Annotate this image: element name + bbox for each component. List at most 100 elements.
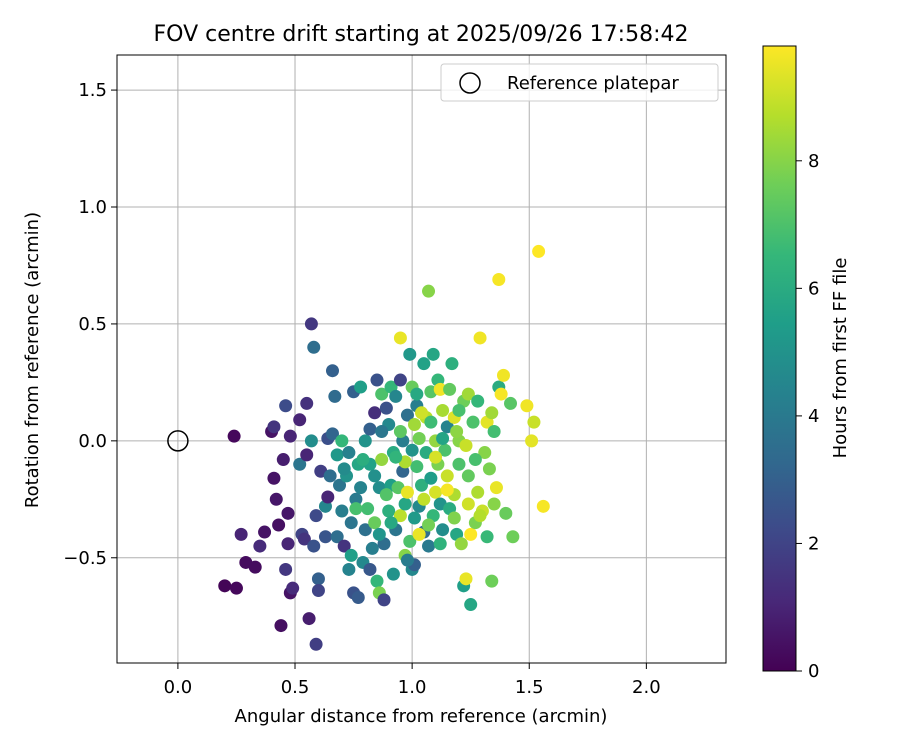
data-point bbox=[248, 560, 262, 574]
data-point bbox=[328, 389, 342, 403]
data-point bbox=[389, 389, 403, 403]
data-point bbox=[354, 380, 368, 394]
data-point bbox=[405, 443, 419, 457]
data-point bbox=[375, 387, 389, 401]
data-point bbox=[536, 499, 550, 513]
colorbar-tick-label: 6 bbox=[808, 278, 819, 299]
data-point bbox=[363, 422, 377, 436]
data-point bbox=[450, 424, 464, 438]
y-tick-label: 0.0 bbox=[78, 431, 107, 452]
data-point bbox=[349, 502, 363, 516]
data-point bbox=[487, 497, 501, 511]
data-point bbox=[258, 525, 272, 539]
data-point bbox=[485, 574, 499, 588]
data-point bbox=[377, 593, 391, 607]
data-point bbox=[281, 506, 295, 520]
data-point bbox=[443, 382, 457, 396]
x-axis-ticks: 0.0 0.5 1.0 1.5 2.0 bbox=[164, 663, 661, 698]
data-point bbox=[403, 534, 417, 548]
data-point bbox=[370, 373, 384, 387]
data-point bbox=[417, 357, 431, 371]
colorbar: 0 2 4 6 8 Hours from first FF file bbox=[762, 45, 851, 682]
colorbar-tick-label: 0 bbox=[808, 661, 819, 682]
data-point bbox=[297, 532, 311, 546]
data-point bbox=[318, 530, 332, 544]
data-point bbox=[393, 331, 407, 345]
colorbar-tick-label: 2 bbox=[808, 533, 819, 554]
data-point bbox=[279, 562, 293, 576]
colorbar-tick-label: 4 bbox=[808, 406, 819, 427]
data-point bbox=[300, 448, 314, 462]
data-point bbox=[417, 492, 431, 506]
x-tick-label: 1.0 bbox=[398, 677, 427, 698]
data-point bbox=[527, 415, 541, 429]
data-point bbox=[253, 539, 267, 553]
x-tick-label: 1.5 bbox=[515, 677, 544, 698]
data-point bbox=[358, 434, 372, 448]
data-point bbox=[410, 387, 424, 401]
data-point bbox=[445, 357, 459, 371]
data-point bbox=[400, 408, 414, 422]
data-point bbox=[309, 509, 323, 523]
data-point bbox=[452, 403, 466, 417]
data-point bbox=[281, 537, 295, 551]
data-point bbox=[389, 450, 403, 464]
data-point bbox=[337, 462, 351, 476]
data-point bbox=[351, 591, 365, 605]
data-point bbox=[407, 511, 421, 525]
data-point bbox=[520, 399, 534, 413]
data-point bbox=[429, 485, 443, 499]
data-point bbox=[471, 485, 485, 499]
data-point bbox=[400, 553, 414, 567]
data-point bbox=[478, 446, 492, 460]
colorbar-gradient bbox=[762, 45, 797, 672]
data-point bbox=[393, 509, 407, 523]
data-point bbox=[335, 434, 349, 448]
data-point bbox=[333, 478, 347, 492]
data-point bbox=[433, 382, 447, 396]
data-point bbox=[283, 429, 297, 443]
data-point bbox=[386, 567, 400, 581]
data-point bbox=[365, 541, 379, 555]
data-point bbox=[279, 399, 293, 413]
data-point bbox=[412, 432, 426, 446]
data-point bbox=[459, 572, 473, 586]
data-point bbox=[293, 413, 307, 427]
data-point bbox=[415, 406, 428, 420]
data-point bbox=[267, 471, 281, 485]
legend-box bbox=[440, 63, 719, 102]
data-point bbox=[506, 530, 520, 544]
reference-marker bbox=[167, 430, 189, 452]
colorbar-label: Hours from first FF file bbox=[830, 258, 851, 459]
data-point bbox=[480, 530, 494, 544]
chart-title: FOV centre drift starting at 2025/09/26 … bbox=[154, 22, 689, 47]
data-point bbox=[337, 539, 351, 553]
data-point bbox=[375, 453, 389, 467]
data-point bbox=[492, 272, 506, 286]
data-point bbox=[354, 481, 368, 495]
data-point bbox=[447, 511, 461, 525]
data-point bbox=[410, 460, 424, 474]
data-point bbox=[400, 485, 414, 499]
data-point bbox=[422, 284, 436, 298]
data-point bbox=[473, 509, 487, 523]
data-point bbox=[323, 469, 337, 483]
data-point bbox=[218, 579, 232, 593]
data-point bbox=[274, 619, 288, 633]
data-point bbox=[464, 527, 478, 541]
data-point bbox=[436, 403, 450, 417]
data-point bbox=[368, 406, 382, 420]
x-tick-label: 2.0 bbox=[632, 677, 661, 698]
data-point bbox=[304, 317, 318, 331]
data-point bbox=[229, 581, 243, 595]
data-point bbox=[302, 612, 316, 626]
data-point bbox=[471, 394, 485, 408]
data-point bbox=[372, 527, 386, 541]
data-point bbox=[489, 481, 503, 495]
data-point bbox=[496, 368, 510, 382]
data-point bbox=[300, 396, 314, 410]
data-point bbox=[415, 478, 428, 492]
data-point bbox=[307, 340, 321, 354]
data-point bbox=[393, 424, 407, 438]
data-point bbox=[424, 471, 438, 485]
